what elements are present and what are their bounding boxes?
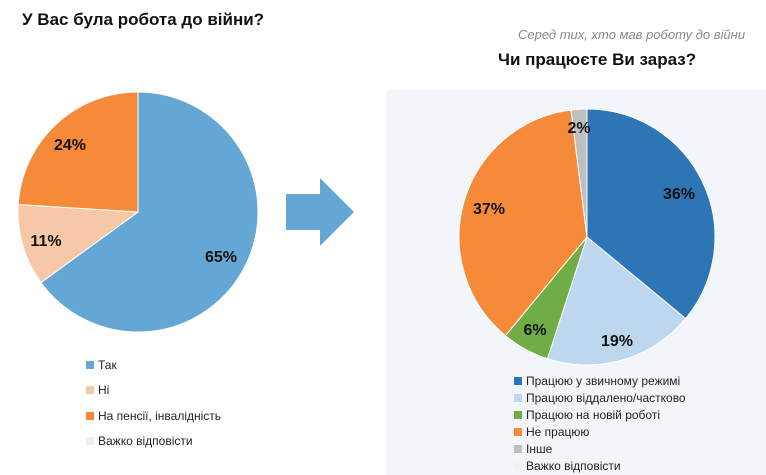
pie-slice	[570, 108, 588, 238]
legend-label: Важко відповісти	[98, 434, 193, 449]
legend-swatch	[514, 410, 522, 419]
pie-data-label: 37%	[473, 201, 505, 218]
legend-item: Працюю на новій роботі	[514, 406, 686, 423]
legend-swatch	[514, 444, 522, 453]
pie-data-label: 11%	[30, 233, 61, 250]
pie-slice	[17, 91, 139, 213]
legend-label: Працюю на новій роботі	[526, 407, 660, 422]
pie-slice	[17, 203, 140, 284]
legend-item: Ні	[86, 378, 221, 404]
legend-swatch	[86, 360, 94, 369]
left-legend: Так Ні На пенсії, інвалідність Важко від…	[86, 352, 221, 454]
legend-item: Працюю у звичному режимі	[514, 372, 686, 389]
right-chart-title: Чи працюєте Ви зараз?	[498, 50, 697, 69]
pie-slice	[546, 236, 687, 366]
pie-data-label: 6%	[523, 322, 546, 339]
legend-label: Не працюю	[526, 424, 590, 439]
pie-data-label: 36%	[663, 186, 695, 203]
legend-label: На пенсії, інвалідність	[98, 408, 222, 423]
legend-label: Працюю віддалено/частково	[526, 390, 686, 405]
legend-swatch	[86, 386, 94, 395]
pie-data-label: 19%	[601, 333, 633, 350]
legend-swatch	[86, 437, 94, 446]
legend-label: Важко відповісти	[526, 458, 621, 473]
legend-swatch	[86, 411, 94, 420]
legend-swatch	[514, 393, 522, 402]
legend-label: Ні	[98, 383, 110, 398]
legend-item: Не працюю	[514, 423, 686, 440]
pie-slice	[586, 108, 716, 320]
legend-item: Працюю віддалено/частково	[514, 389, 686, 406]
right-chart-subtitle: Серед тих, хто мав роботу до війни	[518, 27, 746, 42]
pie-data-label: 65%	[205, 249, 237, 266]
legend-label: Так	[98, 357, 117, 372]
legend-label: Працюю у звичному режимі	[526, 373, 681, 388]
legend-item: Важко відповісти	[86, 429, 221, 455]
pie-data-label: 2%	[567, 120, 590, 137]
arrow-right-icon	[286, 178, 354, 246]
pie-slice	[40, 91, 259, 333]
left-chart-title: У Вас була робота до війни?	[22, 10, 265, 29]
legend-item: Важко відповісти	[514, 457, 686, 474]
right-legend: Працюю у звичному режимі Працюю віддален…	[514, 372, 686, 474]
pie-data-label: 24%	[54, 137, 86, 154]
legend-swatch	[514, 461, 522, 470]
pie-slice	[458, 109, 588, 337]
legend-item: Так	[86, 352, 221, 378]
legend-item: Інше	[514, 440, 686, 457]
legend-swatch	[514, 376, 522, 385]
legend-label: Інше	[526, 441, 553, 456]
legend-item: На пенсії, інвалідність	[86, 403, 221, 429]
legend-swatch	[514, 427, 522, 436]
